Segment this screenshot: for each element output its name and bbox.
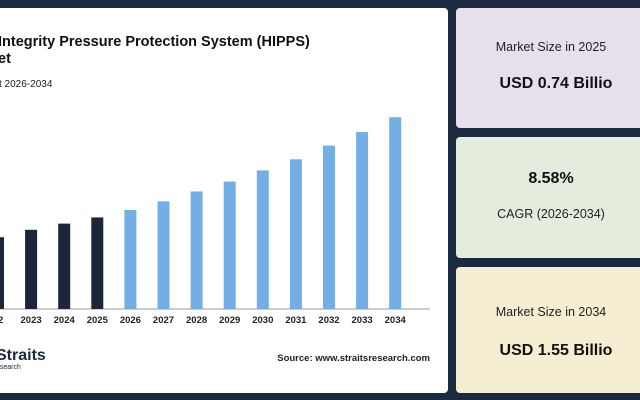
x-tick-label: 2027: [153, 315, 174, 326]
x-tick-label: 2034: [385, 315, 407, 326]
bar-2025: [91, 217, 104, 309]
card-label: Market Size in 2034: [495, 305, 607, 319]
bar-2032: [323, 145, 335, 309]
x-tick-label: 2033: [352, 315, 373, 326]
card-value: 8.58%: [528, 170, 574, 187]
x-tick-label: 22: [0, 315, 3, 326]
x-tick-label: 2026: [120, 315, 141, 326]
source-text: Source: www.straitsresearch.com: [277, 353, 430, 364]
logo-main-text: Straits: [0, 347, 46, 364]
x-tick-label: 2029: [219, 315, 240, 326]
market-size-2025-card: Market Size in 2025 USD 0.74 Billio: [456, 8, 640, 128]
bar-chart: 22 2023 2024 2025 2026 2027 2028 2029 2030 2031 20…: [0, 117, 430, 326]
bar-2029: [223, 181, 236, 309]
bar-2033: [356, 132, 369, 309]
bar-2023: [25, 229, 38, 309]
chart-panel: Integrity Pressure Protection System (HI…: [0, 8, 448, 393]
bar-2034: [389, 117, 402, 309]
bar-2024: [58, 223, 71, 309]
card-value: USD 1.55 Billio: [499, 342, 613, 359]
chart-title: Integrity Pressure Protection System (HI…: [0, 34, 310, 68]
straits-logo: Straits esearch: [0, 347, 46, 372]
logo-sub-text: esearch: [0, 364, 21, 371]
x-tick-label: 2023: [21, 315, 42, 326]
bar-2027: [157, 201, 170, 309]
card-label: Market Size in 2025: [495, 40, 607, 54]
x-tick-label: 2030: [252, 315, 273, 326]
x-tick-label: 2024: [54, 315, 76, 326]
chart-title-line2: et: [0, 51, 11, 67]
cagr-card: 8.58% CAGR (2026-2034): [456, 137, 640, 258]
chart-title-line1: Integrity Pressure Protection System (HI…: [0, 34, 310, 50]
x-tick-label: 2032: [318, 315, 339, 326]
x-tick-label: 2031: [285, 315, 307, 326]
bar-2031: [289, 159, 302, 309]
bar-2028: [190, 191, 203, 309]
chart-subtitle: t 2026-2034: [0, 79, 53, 90]
bar-2030: [256, 170, 269, 309]
x-tick-label: 2025: [87, 315, 109, 326]
market-size-2034-card: Market Size in 2034 USD 1.55 Billio: [456, 267, 640, 393]
x-tick-label: 2028: [186, 315, 207, 326]
card-value: USD 0.74 Billio: [499, 75, 613, 92]
bar-22: [0, 237, 4, 309]
card-label: CAGR (2026-2034): [497, 207, 605, 221]
bar-2026: [124, 210, 137, 309]
